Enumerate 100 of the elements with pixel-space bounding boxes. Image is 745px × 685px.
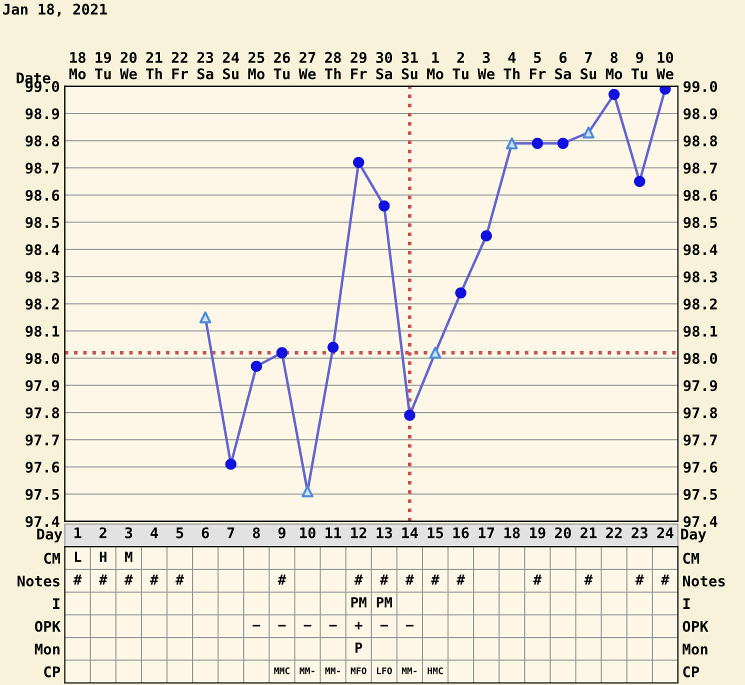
point bbox=[276, 347, 288, 358]
point bbox=[404, 410, 416, 421]
y-tick-label: 98.6 bbox=[26, 190, 60, 201]
point bbox=[557, 138, 569, 150]
y-tick-label: 98.0 bbox=[26, 352, 60, 364]
text: Day bbox=[681, 528, 706, 542]
text: P bbox=[356, 642, 362, 653]
y-tick-label: 97.7 bbox=[26, 434, 59, 446]
y2-tick-label: 98.8 bbox=[684, 135, 718, 146]
y-tick-label: 98.4 bbox=[26, 244, 60, 256]
point bbox=[353, 156, 364, 168]
x-tick-label: 27 We bbox=[298, 52, 316, 80]
x-tick-label: 23 bbox=[632, 527, 648, 538]
x-tick-label: 28 Th bbox=[324, 52, 341, 80]
x-tick-label: 22 bbox=[606, 527, 622, 538]
y-tick-label: CM bbox=[44, 552, 60, 564]
x-tick-label: 5 bbox=[176, 528, 184, 538]
point bbox=[327, 342, 339, 353]
x-tick-label: 18 Mo bbox=[69, 52, 86, 80]
point bbox=[250, 360, 262, 372]
text: Jan 18, 2021 bbox=[3, 4, 107, 17]
y-tick-label: 98.9 bbox=[26, 108, 60, 120]
x-tick-label: 4 bbox=[150, 528, 158, 538]
y-tick-label: 97.8 bbox=[26, 407, 60, 418]
x-tick-label: 19 bbox=[530, 527, 546, 538]
x-tick-label: 6 Sa bbox=[555, 52, 571, 80]
x-tick-label: 7 bbox=[227, 528, 234, 538]
x-tick-label: 9 bbox=[278, 527, 286, 538]
y2-tick-label: 99.0 bbox=[684, 81, 718, 92]
text: # bbox=[635, 574, 644, 585]
y2-tick-label: 98.1 bbox=[684, 326, 718, 337]
y-tick-label: CP bbox=[44, 666, 60, 678]
text: MMC bbox=[274, 667, 290, 674]
x-tick-label: 13 bbox=[376, 527, 392, 538]
y2-tick-label: 98.6 bbox=[684, 190, 718, 201]
text: # bbox=[176, 574, 184, 585]
text: # bbox=[456, 574, 465, 585]
y2-tick-label: 97.8 bbox=[684, 407, 718, 418]
x-tick-label: 6 bbox=[202, 527, 209, 538]
text: M bbox=[125, 552, 132, 562]
text: # bbox=[380, 574, 388, 585]
x-tick-label: 9 Tu bbox=[631, 52, 648, 80]
x-tick-label: 22 Fr bbox=[172, 52, 188, 80]
x-tick-label: 8 bbox=[252, 527, 260, 538]
text: − bbox=[329, 624, 337, 626]
point bbox=[532, 138, 544, 150]
x-tick-label: 4 Th bbox=[504, 52, 520, 80]
point bbox=[480, 230, 492, 242]
text: # bbox=[533, 574, 542, 585]
text: − bbox=[406, 624, 414, 626]
x-tick-label: 16 bbox=[453, 527, 469, 538]
x-tick-label: 25 Mo bbox=[248, 52, 264, 80]
point bbox=[608, 88, 620, 100]
y2-tick-label: 97.6 bbox=[684, 462, 718, 473]
y-tick-label: Mon bbox=[34, 644, 60, 655]
x-tick-label: 14 bbox=[402, 528, 418, 538]
point bbox=[225, 458, 236, 470]
text: MM- bbox=[325, 668, 340, 674]
y2-tick-label: CM bbox=[683, 552, 700, 564]
point bbox=[378, 200, 390, 212]
text: # bbox=[124, 574, 133, 585]
y2-tick-label: Notes bbox=[682, 576, 725, 587]
point bbox=[582, 126, 594, 138]
point bbox=[506, 137, 518, 150]
text: # bbox=[431, 574, 440, 585]
y2-tick-label: 97.9 bbox=[684, 380, 717, 392]
y2-tick-label: 98.2 bbox=[684, 298, 717, 310]
x-tick-label: 24 bbox=[657, 527, 674, 538]
x-tick-label: 10 We bbox=[656, 52, 674, 80]
x-tick-label: 18 bbox=[504, 527, 520, 538]
y-tick-label: I bbox=[53, 598, 60, 610]
y2-tick-label: 98.5 bbox=[684, 216, 717, 228]
text: MFO bbox=[350, 667, 366, 674]
text: # bbox=[278, 574, 286, 585]
text: MM- bbox=[402, 668, 417, 674]
text: # bbox=[354, 574, 363, 585]
x-tick-label: 31 Su bbox=[402, 52, 418, 80]
x-tick-label: 7 Su bbox=[580, 52, 596, 80]
y2-tick-label: 98.3 bbox=[684, 271, 717, 282]
text: # bbox=[73, 574, 82, 585]
text: + bbox=[354, 622, 362, 630]
y-tick-label: 97.6 bbox=[26, 462, 60, 473]
point bbox=[660, 86, 671, 95]
x-tick-label: 15 bbox=[428, 528, 444, 538]
point bbox=[199, 311, 212, 324]
y2-tick-label: I bbox=[683, 598, 690, 610]
text: MM- bbox=[300, 668, 314, 674]
text: # bbox=[98, 574, 108, 585]
x-tick-label: 3 We bbox=[478, 52, 495, 80]
x-tick-label: 1 Mo bbox=[427, 52, 444, 80]
x-tick-label: 12 bbox=[351, 527, 366, 538]
y-tick-label: 98.5 bbox=[26, 216, 59, 228]
y-tick-label: Notes bbox=[18, 576, 60, 587]
text: # bbox=[150, 574, 158, 585]
y-tick-label: 98.1 bbox=[26, 326, 60, 337]
y-tick-label: 98.3 bbox=[26, 271, 60, 282]
x-axis-title: Day bbox=[37, 528, 62, 542]
y2-tick-label: Mon bbox=[682, 644, 708, 655]
text: − bbox=[380, 624, 388, 626]
x-tick-label: 5 Fr bbox=[530, 52, 546, 80]
